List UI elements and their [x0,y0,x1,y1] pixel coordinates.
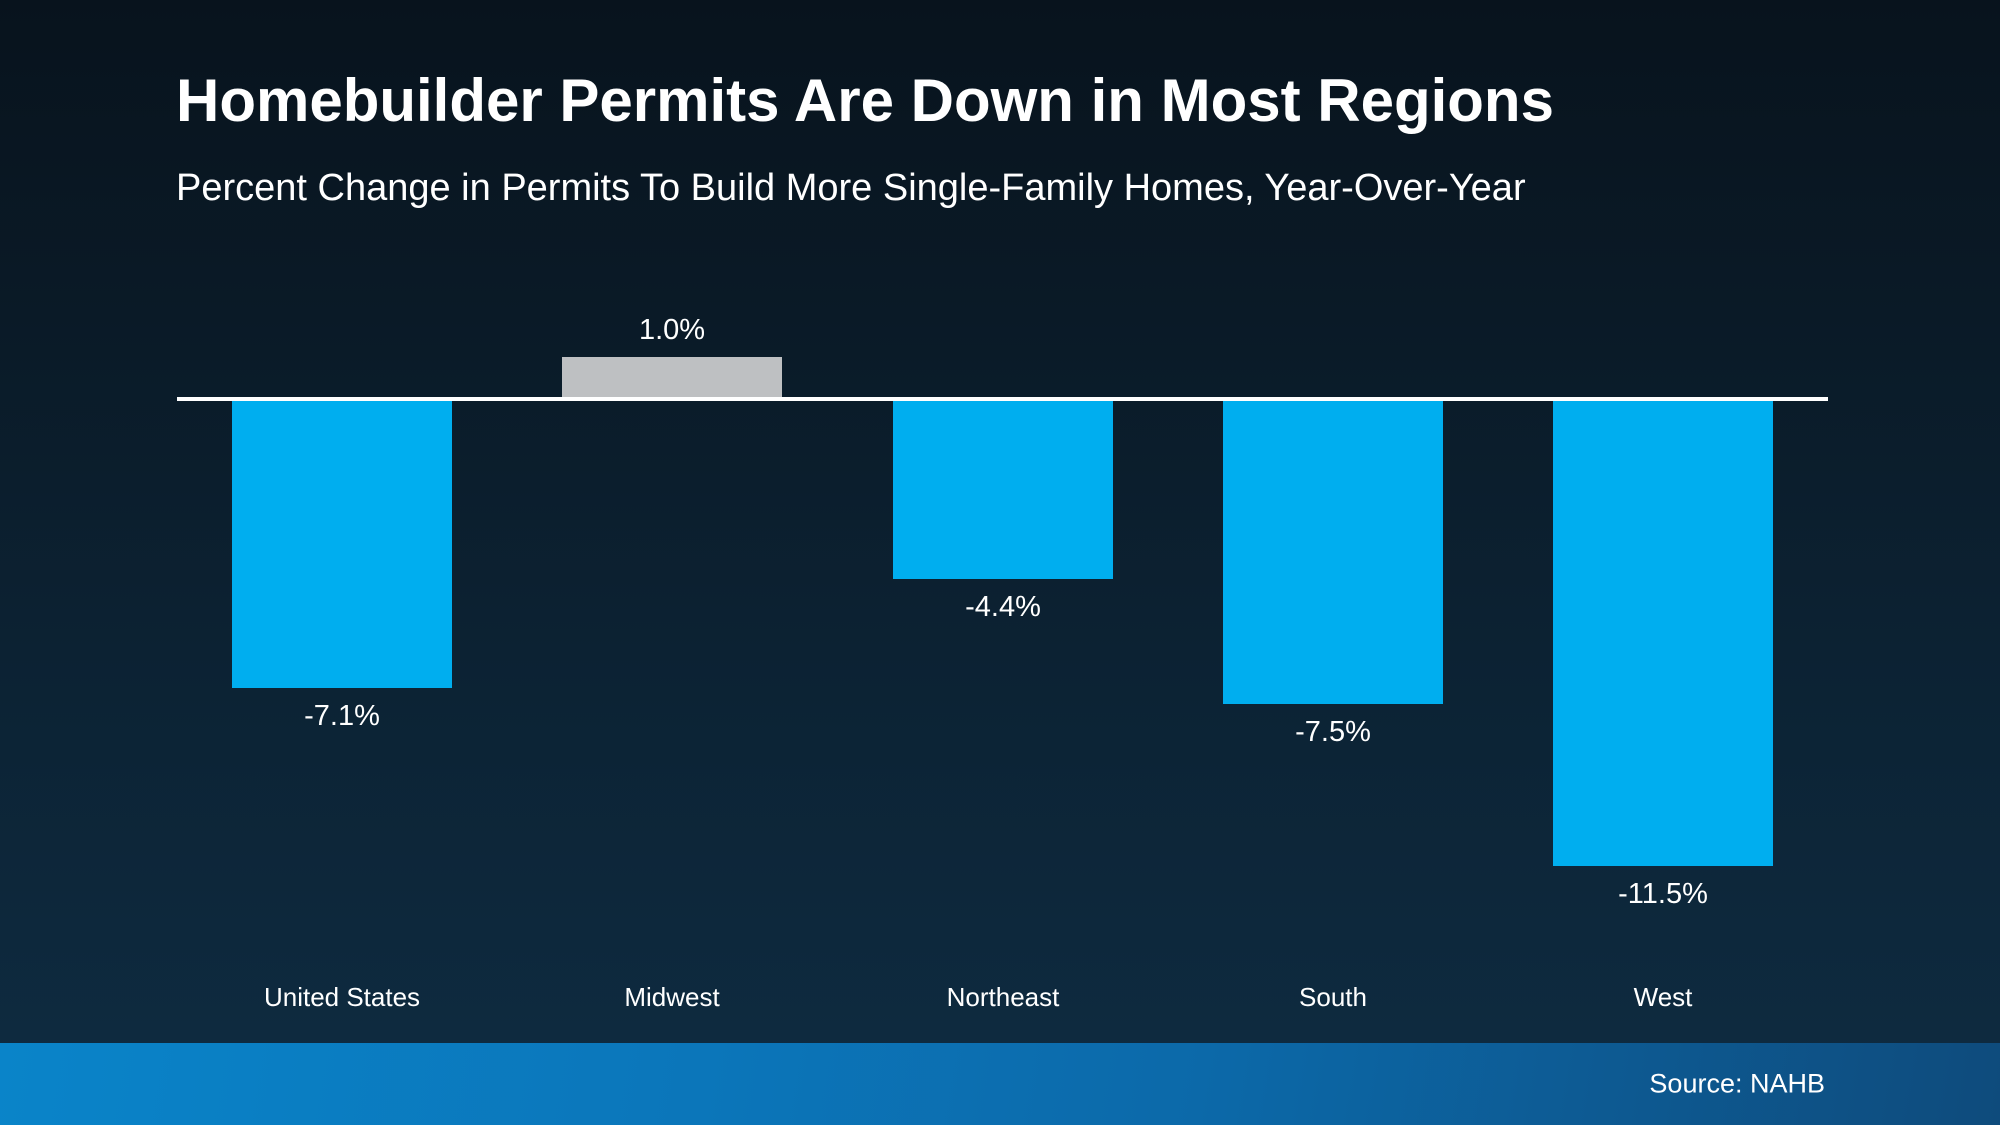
chart-subtitle: Percent Change in Permits To Build More … [176,167,1526,209]
bar-chart: -7.1% United States 1.0% Midwest -4.4% Northe… [177,314,1828,1012]
footer-bar: Source: NAHB [0,1043,2000,1125]
bar-west [1553,401,1773,866]
bar-midwest [562,357,782,397]
value-label-south: -7.5% [1295,716,1371,748]
bar-united-states [232,401,452,688]
category-label-northeast: Northeast [946,982,1060,1012]
category-label-midwest: Midwest [624,982,720,1012]
chart-title: Homebuilder Permits Are Down in Most Reg… [176,67,1554,134]
category-label-west: West [1633,982,1693,1012]
axis-baseline [177,397,1828,401]
value-label-midwest: 1.0% [638,314,706,346]
bar-northeast [893,401,1113,579]
value-label-northeast: -4.4% [965,591,1041,623]
value-label-united-states: -7.1% [304,700,380,732]
source-label: Source: NAHB [1649,1068,1825,1099]
category-label-united-states: United States [263,982,421,1012]
bar-south [1223,401,1443,704]
value-label-west: -11.5% [1618,878,1708,910]
category-label-south: South [1299,982,1367,1012]
